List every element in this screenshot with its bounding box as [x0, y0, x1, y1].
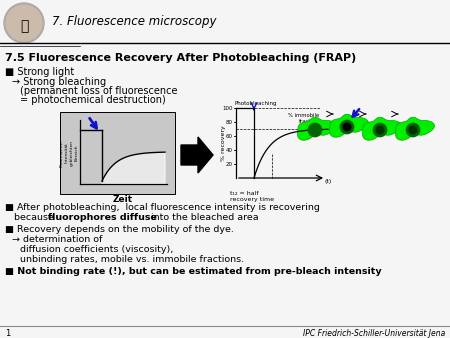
Text: ■ Strong light: ■ Strong light [5, 67, 74, 77]
Text: = photochemical destruction): = photochemical destruction) [20, 95, 166, 105]
Text: Photobleaching: Photobleaching [235, 101, 277, 106]
Text: 100: 100 [222, 105, 233, 111]
Circle shape [308, 123, 322, 137]
Text: 🦉: 🦉 [20, 19, 28, 33]
Polygon shape [102, 152, 165, 184]
Text: ■ Recovery depends on the mobility of the dye.: ■ Recovery depends on the mobility of th… [5, 225, 234, 235]
Text: 40: 40 [226, 147, 233, 152]
Text: IPC Friedrich-Schiller-Universität Jena: IPC Friedrich-Schiller-Universität Jena [303, 329, 445, 338]
Text: 80: 80 [226, 120, 233, 124]
Polygon shape [363, 117, 401, 140]
Circle shape [406, 123, 420, 137]
Text: 1: 1 [5, 329, 10, 338]
Text: → Strong bleaching: → Strong bleaching [12, 77, 106, 87]
Circle shape [409, 126, 417, 134]
Text: ■ After photobleaching,  local fluorescence intensity is recovering: ■ After photobleaching, local fluorescen… [5, 203, 320, 213]
Circle shape [6, 5, 42, 41]
Circle shape [376, 126, 384, 134]
Text: 60: 60 [226, 134, 233, 139]
Text: 7.5 Fluorescence Recovery After Photobleaching (FRAP): 7.5 Fluorescence Recovery After Photoble… [5, 53, 356, 63]
Text: into the bleached area: into the bleached area [148, 214, 259, 222]
Text: → determination of: → determination of [12, 236, 103, 244]
Text: 20: 20 [226, 162, 233, 167]
Polygon shape [297, 117, 337, 140]
Polygon shape [396, 117, 434, 140]
Text: fluorophores diffuse: fluorophores diffuse [48, 214, 157, 222]
Text: unbinding rates, mobile vs. immobile fractions.: unbinding rates, mobile vs. immobile fra… [20, 256, 244, 265]
Text: ■ Not binding rate (!), but can be estimated from pre-bleach intensity: ■ Not binding rate (!), but can be estim… [5, 267, 382, 276]
Polygon shape [329, 114, 369, 137]
Circle shape [4, 3, 44, 43]
Text: diffusion coefficients (viscosity),: diffusion coefficients (viscosity), [20, 245, 173, 255]
Circle shape [343, 123, 351, 131]
Text: % immobile
fraction: % immobile fraction [288, 113, 319, 124]
Text: because: because [14, 214, 57, 222]
Text: t₁₂ = half
recovery time: t₁₂ = half recovery time [230, 191, 274, 202]
Text: 7. Fluorescence microscopy: 7. Fluorescence microscopy [52, 16, 216, 28]
Text: (permanent loss of fluorescence: (permanent loss of fluorescence [20, 86, 177, 96]
Polygon shape [181, 137, 213, 173]
FancyBboxPatch shape [60, 112, 175, 194]
Circle shape [374, 123, 387, 137]
Text: Fluoreszenz-
Intensität
gebleichten
Bereich: Fluoreszenz- Intensität gebleichten Bere… [60, 139, 78, 167]
Text: % recovery: % recovery [221, 125, 226, 161]
Circle shape [340, 120, 354, 134]
Text: Zeit: Zeit [112, 195, 133, 204]
Text: (t): (t) [324, 179, 332, 184]
